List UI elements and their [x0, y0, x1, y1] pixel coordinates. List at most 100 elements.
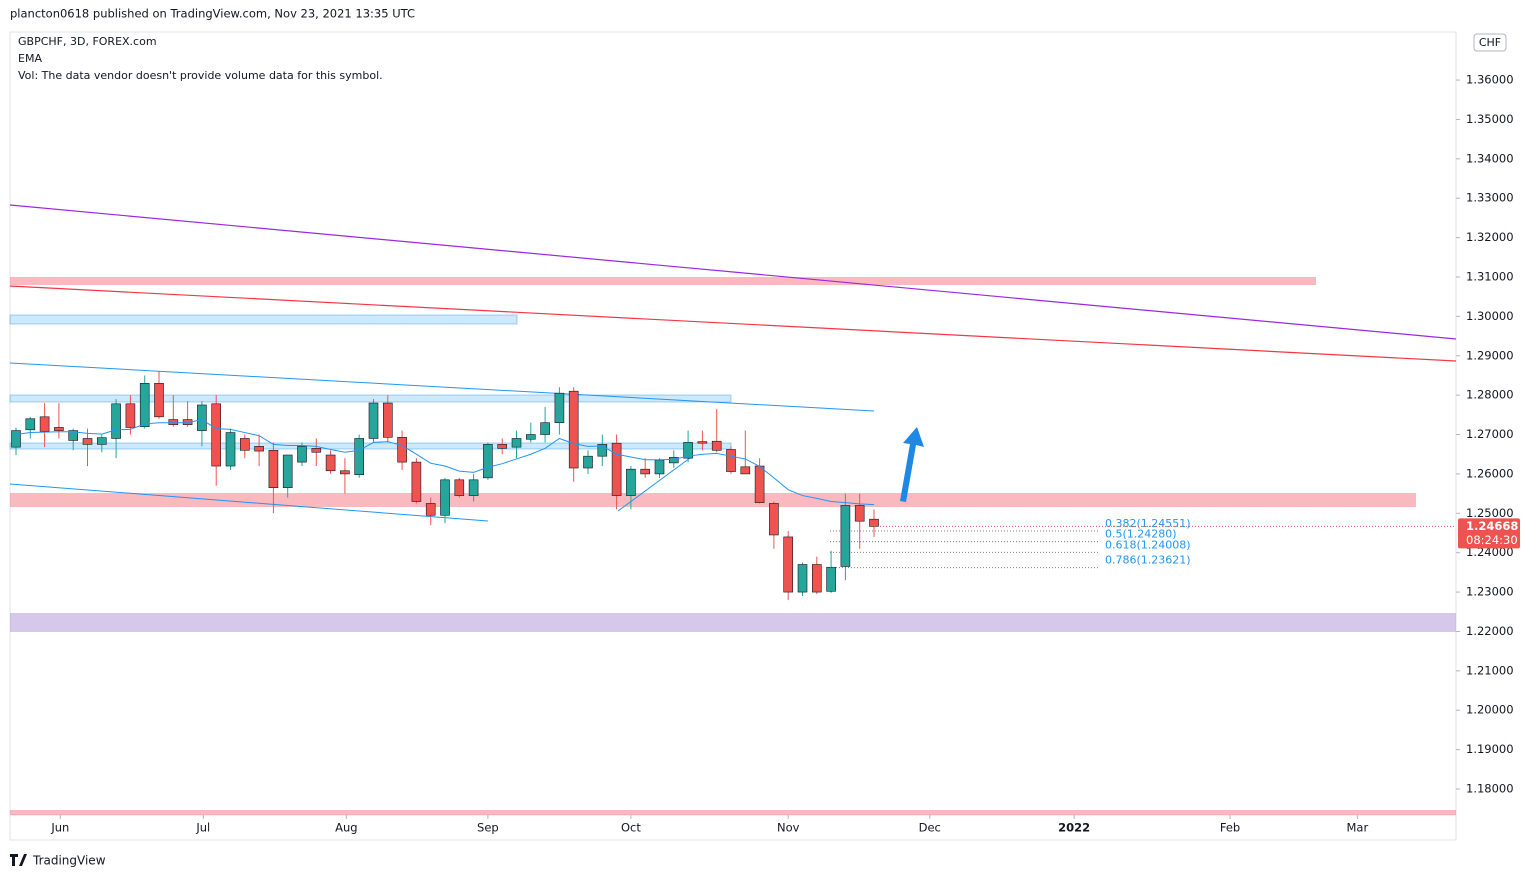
candle-body [668, 457, 679, 464]
candle-body [526, 434, 536, 440]
candle-body [82, 438, 93, 445]
candle-body [111, 403, 121, 439]
candle-body [811, 564, 822, 593]
candle-body [554, 392, 565, 424]
x-tick-label: Mar [1346, 821, 1368, 835]
candle-body [268, 449, 279, 488]
indicator-legend: EMA [18, 52, 42, 65]
arrow [900, 427, 924, 502]
candle-body [25, 418, 36, 431]
candle-body [240, 438, 250, 451]
currency-box[interactable] [1473, 33, 1507, 52]
volume-note: Vol: The data vendor doesn't provide vol… [18, 69, 383, 82]
y-tick-label: 1.18000 [1466, 782, 1514, 796]
candle-body [311, 448, 322, 453]
y-tick-label: 1.33000 [1466, 191, 1514, 205]
zone [9, 394, 732, 403]
candle-body [597, 444, 608, 457]
candle-body [68, 430, 79, 441]
candle-body [411, 461, 422, 502]
candle-body [640, 468, 650, 475]
trend-line [9, 285, 1457, 362]
candle-body [368, 402, 379, 439]
candle-body [626, 468, 636, 496]
candle-body [340, 470, 350, 475]
candle-body [726, 449, 736, 472]
candle-body [869, 518, 879, 527]
x-tick-label: Oct [621, 821, 641, 835]
y-tick-label: 1.25000 [1466, 506, 1514, 520]
candle-body [397, 436, 407, 463]
candle-body [454, 479, 465, 496]
y-tick-label: 1.30000 [1466, 309, 1514, 323]
x-tick-label: Aug [335, 821, 357, 835]
candle-body [483, 444, 493, 479]
x-tick-label: Feb [1220, 821, 1240, 835]
candle-body [425, 503, 436, 516]
candle-body [254, 446, 264, 452]
plot-frame [9, 31, 1457, 841]
trend-line [9, 362, 875, 412]
x-tick-label: Sep [477, 821, 499, 835]
candle-body [740, 466, 751, 475]
candle-body [783, 536, 793, 593]
candle-body [39, 416, 50, 432]
candle-body [11, 430, 21, 448]
y-tick-label: 1.23000 [1466, 585, 1514, 599]
candle-body [683, 442, 693, 459]
candle-body [611, 442, 622, 496]
candle-body [125, 403, 136, 428]
candle-body [711, 440, 722, 451]
y-tick-label: 1.27000 [1466, 427, 1514, 441]
y-tick-label: 1.22000 [1466, 624, 1514, 638]
x-tick-label: Nov [777, 821, 800, 835]
zone [10, 493, 1416, 507]
candle-body [840, 505, 851, 567]
y-tick-label: 1.21000 [1466, 663, 1514, 677]
drawings [9, 204, 1457, 815]
y-tick-label: 1.31000 [1466, 269, 1514, 283]
x-tick-label: Jun [50, 821, 69, 835]
candle-body [440, 479, 450, 516]
x-tick-label: Dec [919, 821, 941, 835]
fib-label: 0.618(1.24008) [1105, 538, 1191, 551]
candle-body [468, 479, 479, 496]
y-tick-label: 1.19000 [1466, 742, 1514, 756]
currency-label[interactable]: CHF [1479, 36, 1501, 49]
trend-line [9, 204, 1457, 340]
series [11, 371, 879, 600]
zone [9, 442, 732, 450]
trend-line [617, 457, 691, 512]
logo-text: TradingView [32, 854, 106, 868]
candle-body [282, 454, 293, 488]
zone [10, 277, 1316, 285]
candle-body [854, 505, 865, 522]
y-tick-label: 1.28000 [1466, 388, 1514, 402]
candle-body [540, 422, 550, 435]
countdown: 08:24:30 [1466, 533, 1518, 547]
logo: TradingView [10, 854, 106, 868]
candle-body [197, 404, 207, 431]
y-tick-label: 1.26000 [1466, 466, 1514, 480]
candle-body [797, 564, 808, 593]
zone [10, 613, 1456, 632]
logo-icon [10, 854, 27, 866]
fib-label: 0.786(1.23621) [1105, 554, 1191, 567]
candle-body [154, 383, 164, 418]
candle-body [297, 446, 307, 463]
candle-body [511, 438, 522, 448]
candle-body [97, 437, 107, 445]
last-price-label: 1.24668 [1466, 519, 1518, 533]
candle-body [168, 419, 179, 425]
y-tick-label: 1.20000 [1466, 703, 1514, 717]
candle-body [211, 403, 222, 467]
x-tick-label: Jul [195, 821, 210, 835]
y-tick-label: 1.35000 [1466, 112, 1514, 126]
y-tick-label: 1.24000 [1466, 545, 1514, 559]
candle-body [826, 566, 836, 592]
symbol-title: GBPCHF, 3D, FOREX.com [18, 35, 157, 48]
y-tick-label: 1.36000 [1466, 73, 1514, 87]
candle-body [139, 383, 150, 427]
